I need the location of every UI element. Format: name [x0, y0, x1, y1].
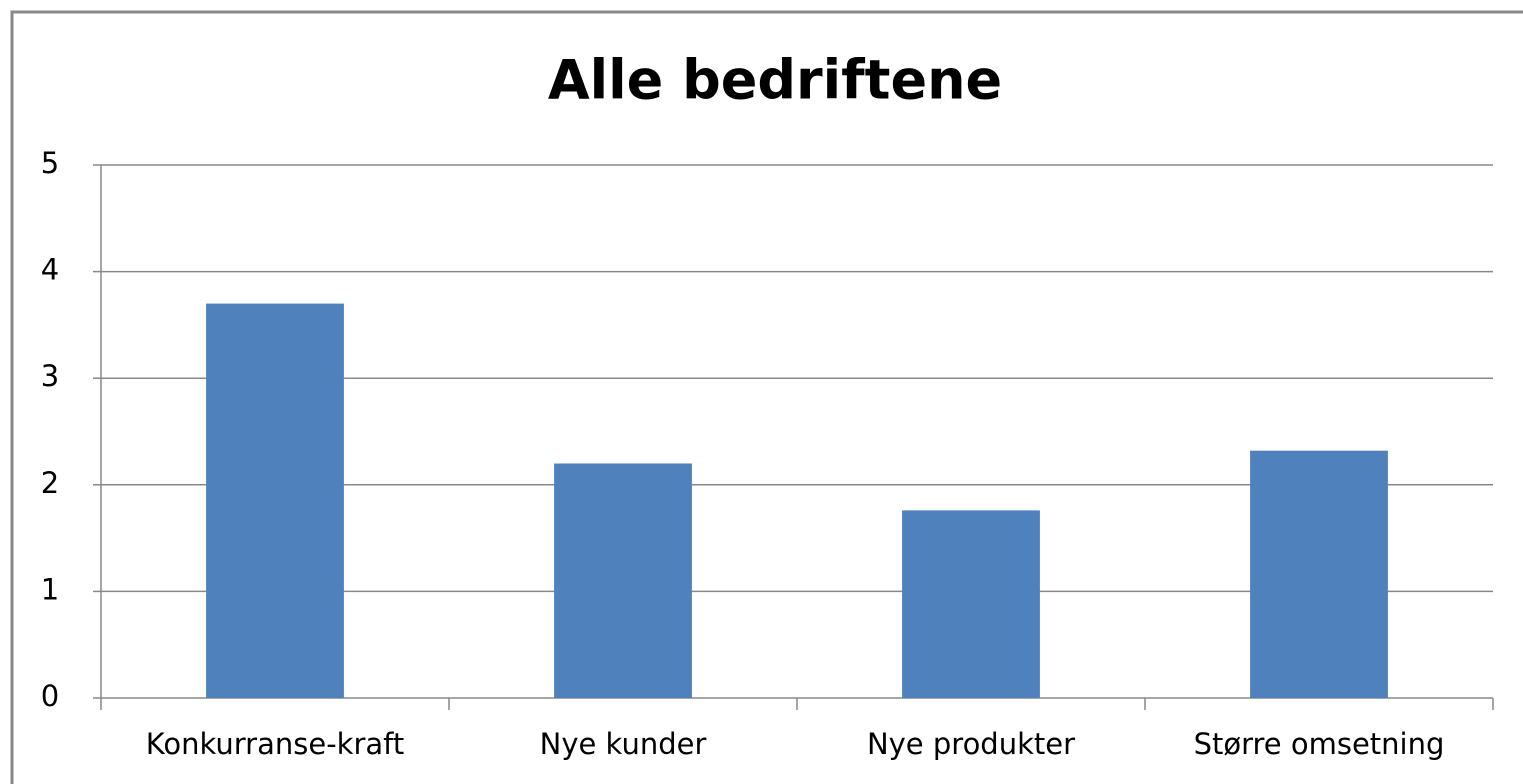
y-tick-label: 1	[41, 572, 59, 606]
bar	[206, 303, 344, 698]
x-tick-label: Større omsetning	[1194, 727, 1445, 761]
bar	[1250, 450, 1388, 698]
x-tick-label: Nye produkter	[867, 727, 1075, 761]
x-tick-label: Konkurranse-kraft	[146, 727, 404, 761]
y-tick-label: 3	[41, 359, 59, 393]
x-tick-label: Nye kunder	[540, 727, 707, 761]
y-tick-label: 4	[41, 253, 59, 287]
y-tick-label: 5	[41, 146, 59, 180]
y-tick-label: 2	[41, 466, 59, 500]
bar	[554, 463, 692, 698]
bar	[902, 510, 1040, 698]
y-tick-label: 0	[41, 679, 59, 713]
chart-title: Alle bedriftene	[548, 49, 1002, 112]
